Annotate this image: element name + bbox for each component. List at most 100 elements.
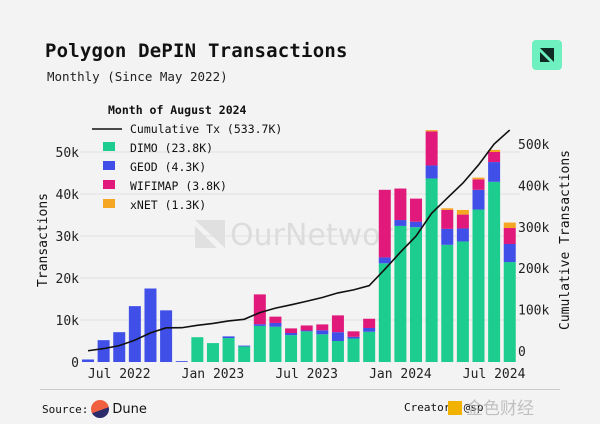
bar-wifimap-2024-01 [394,188,407,221]
bar-dimo-2023-06 [285,335,298,362]
bar-geod-2024-06 [472,189,485,210]
x-tick-label: Jul 2022 [88,367,151,382]
bar-dimo-2023-08 [316,334,329,362]
x-tick-label: Jul 2024 [463,367,526,382]
bar-dimo-2023-12 [378,263,391,362]
dune-logo-icon [91,400,110,418]
bar-wifimap-2024-03 [425,131,438,166]
bar-geod-2022-11 [175,361,188,362]
bar-geod-2024-05 [456,228,469,242]
bar-dimo-2023-05 [269,326,282,362]
bar-xnet-2024-05 [456,209,469,215]
legend-swatch-wifimap [103,180,115,189]
bar-dimo-2024-07 [488,181,501,362]
x-tick-label: Jan 2024 [369,367,432,382]
bar-dimo-2023-02 [222,338,235,362]
bar-wifimap-2024-07 [488,152,501,163]
bar-wifimap-2023-10 [347,331,360,337]
legend-entry: DIMO (23.8K) [130,141,213,155]
bar-geod-2024-07 [488,162,501,182]
right-tick-label: 400k [518,179,549,194]
x-tick-label: Jul 2023 [275,367,338,382]
bar-xnet-2024-04 [441,208,454,210]
chart-title: Polygon DePIN Transactions [45,40,348,62]
legend-swatch-geod [103,161,115,170]
bar-geod-2023-10 [347,336,360,339]
bar-dimo-2023-11 [363,331,376,362]
legend-title: Month of August 2024 [108,103,247,117]
bar-dimo-2023-07 [300,331,313,362]
bar-geod-2023-02 [222,336,235,339]
bar-xnet-2024-03 [425,130,438,132]
left-tick-label: 10k [56,314,80,329]
bar-xnet-2024-06 [472,177,485,180]
left-tick-label: 40k [56,188,80,203]
footer-divider [40,389,560,390]
source-label: Source: [42,402,89,416]
legend-entry: WIFIMAP (3.8K) [130,179,227,193]
bar-dimo-2024-04 [441,244,454,362]
bar-wifimap-2023-11 [363,318,376,328]
legend-swatch-xnet [103,199,115,208]
bar-geod-2022-05 [82,359,94,362]
y2-axis-label: Cumulative Transactions [558,150,573,330]
right-tick-label: 0 [518,345,526,360]
bar-wifimap-2023-12 [378,189,391,258]
left-tick-label: 50k [56,146,80,161]
bar-geod-2022-07 [113,332,126,362]
bar-dimo-2023-10 [347,338,360,362]
bar-geod-2023-09 [331,332,344,341]
bar-dimo-2024-06 [472,209,485,362]
x-tick-label: Jan 2023 [182,367,245,382]
y-axis-label: Transactions [36,193,51,287]
chart-subtitle: Monthly (Since May 2022) [47,69,228,84]
watermark-logo-icon [195,220,225,248]
bar-dimo-2023-03 [238,346,251,362]
legend-swatch-dimo [103,142,115,151]
bar-xnet-2024-07 [488,149,501,152]
bar-dimo-2024-03 [425,178,438,362]
bar-wifimap-2023-04 [253,294,266,325]
source: Source: Dune [42,400,147,418]
bar-geod-2023-06 [285,333,298,336]
source-name: Dune [112,401,147,417]
bar-dimo-2024-01 [394,225,407,362]
right-tick-label: 200k [518,262,549,277]
bar-geod-2023-05 [269,322,282,327]
bar-geod-2024-08 [503,243,516,263]
bar-dimo-2022-12 [191,337,204,362]
corner-watermark: 金色财经 [448,394,534,419]
bar-wifimap-2023-07 [300,325,313,331]
bar-geod-2023-12 [378,257,391,264]
bar-geod-2023-08 [316,330,329,335]
legend-entry: Cumulative Tx (533.7K) [130,122,282,136]
bar-dimo-2024-05 [456,241,469,362]
bar-geod-2023-11 [363,327,376,332]
bar-geod-2024-01 [394,220,407,226]
legend-entry: GEOD (4.3K) [130,160,206,174]
bar-wifimap-2024-04 [441,209,454,229]
ournetwork-logo [532,40,562,70]
bar-wifimap-2024-05 [456,214,469,229]
bar-dimo-2023-04 [253,325,266,362]
bar-wifimap-2023-08 [316,324,329,331]
right-tick-label: 500k [518,138,549,153]
bar-wifimap-2024-08 [503,228,516,244]
left-tick-label: 20k [56,272,80,287]
bar-geod-2024-02 [410,221,423,228]
bar-wifimap-2023-06 [285,328,298,334]
bar-dimo-2023-01 [206,343,219,362]
bar-wifimap-2024-02 [410,198,423,222]
bar-geod-2023-07 [300,330,313,332]
bar-dimo-2024-02 [410,227,423,362]
bar-wifimap-2023-05 [269,316,282,323]
cumulative-line [87,129,511,352]
bar-dimo-2024-08 [503,262,516,362]
right-tick-label: 300k [518,221,549,236]
bar-geod-2022-10 [160,310,173,362]
legend-entry: xNET (1.3K) [130,198,206,212]
left-tick-label: 0 [71,356,79,371]
bar-geod-2022-09 [144,288,157,362]
chart: 010k20k30k40k50k0100k200k300k400k500kOur… [36,103,573,382]
bar-geod-2022-06 [97,340,110,362]
